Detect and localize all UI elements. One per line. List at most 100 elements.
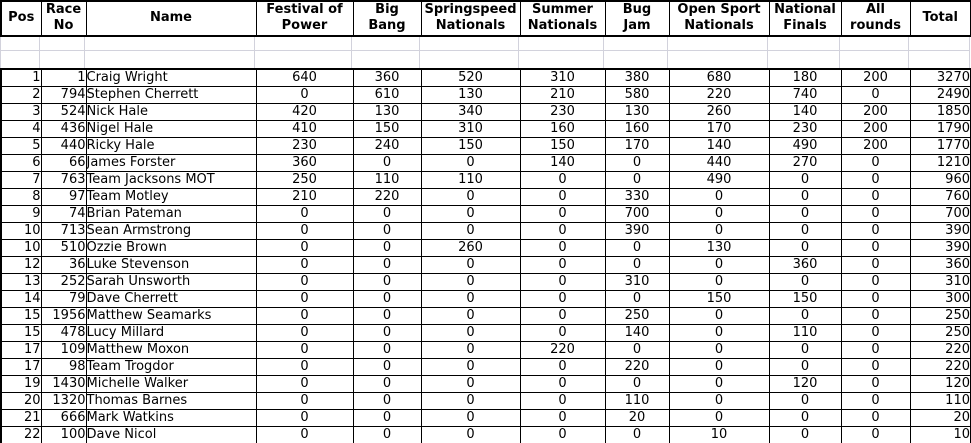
cell-bug_jam[interactable]: 160 (604, 119, 670, 138)
cell-all_rounds[interactable]: 0 (840, 153, 911, 172)
cell-race_no[interactable]: 79 (40, 289, 87, 308)
cell-race_no[interactable]: 66 (40, 153, 87, 172)
empty-cell[interactable] (352, 50, 420, 68)
cell-total[interactable]: 700 (909, 204, 971, 223)
cell-race_no[interactable]: 36 (40, 255, 87, 274)
cell-race_no[interactable]: 97 (40, 187, 87, 206)
cell-total[interactable]: 110 (909, 391, 971, 410)
cell-summer_nationals[interactable]: 0 (519, 187, 606, 206)
cell-pos[interactable]: 20 (0, 391, 42, 410)
empty-cell[interactable] (255, 50, 352, 68)
cell-bug_jam[interactable]: 220 (604, 357, 670, 376)
cell-big_bang[interactable]: 0 (352, 306, 422, 325)
cell-all_rounds[interactable]: 0 (840, 306, 911, 325)
cell-bug_jam[interactable]: 110 (604, 391, 670, 410)
cell-national_finals[interactable]: 140 (768, 102, 842, 121)
cell-springspeed_nationals[interactable]: 0 (420, 408, 521, 427)
cell-national_finals[interactable]: 150 (768, 289, 842, 308)
column-header-name[interactable]: Name (85, 0, 257, 37)
cell-springspeed_nationals[interactable]: 0 (420, 204, 521, 223)
empty-cell[interactable] (352, 36, 420, 50)
cell-race_no[interactable]: 100 (40, 425, 87, 443)
cell-summer_nationals[interactable]: 0 (519, 272, 606, 291)
cell-name[interactable]: Ricky Hale (85, 136, 257, 155)
cell-national_finals[interactable]: 0 (768, 408, 842, 427)
cell-all_rounds[interactable]: 0 (840, 204, 911, 223)
cell-race_no[interactable]: 436 (40, 119, 87, 138)
cell-open_sport_nationals[interactable]: 130 (668, 238, 770, 257)
cell-open_sport_nationals[interactable]: 260 (668, 102, 770, 121)
cell-festival_of_power[interactable]: 0 (255, 289, 354, 308)
cell-race_no[interactable]: 763 (40, 170, 87, 189)
cell-name[interactable]: Matthew Moxon (85, 340, 257, 359)
empty-cell[interactable] (0, 50, 40, 68)
cell-springspeed_nationals[interactable]: 0 (420, 425, 521, 443)
cell-festival_of_power[interactable]: 0 (255, 221, 354, 240)
cell-total[interactable]: 120 (909, 374, 971, 393)
cell-big_bang[interactable]: 0 (352, 255, 422, 274)
cell-festival_of_power[interactable]: 0 (255, 323, 354, 342)
cell-name[interactable]: James Forster (85, 153, 257, 172)
cell-pos[interactable]: 7 (0, 170, 42, 189)
cell-national_finals[interactable]: 180 (768, 68, 842, 87)
cell-springspeed_nationals[interactable]: 130 (420, 85, 521, 104)
cell-open_sport_nationals[interactable]: 0 (668, 272, 770, 291)
empty-cell[interactable] (519, 36, 604, 50)
empty-cell[interactable] (519, 50, 604, 68)
cell-bug_jam[interactable]: 140 (604, 323, 670, 342)
cell-big_bang[interactable]: 0 (352, 238, 422, 257)
cell-springspeed_nationals[interactable]: 520 (420, 68, 521, 87)
cell-all_rounds[interactable]: 0 (840, 272, 911, 291)
cell-festival_of_power[interactable]: 210 (255, 187, 354, 206)
cell-summer_nationals[interactable]: 210 (519, 85, 606, 104)
cell-national_finals[interactable]: 230 (768, 119, 842, 138)
cell-open_sport_nationals[interactable]: 150 (668, 289, 770, 308)
cell-national_finals[interactable]: 0 (768, 170, 842, 189)
cell-all_rounds[interactable]: 0 (840, 408, 911, 427)
cell-festival_of_power[interactable]: 410 (255, 119, 354, 138)
cell-name[interactable]: Nigel Hale (85, 119, 257, 138)
cell-race_no[interactable]: 1430 (40, 374, 87, 393)
empty-cell[interactable] (604, 50, 668, 68)
cell-name[interactable]: Team Motley (85, 187, 257, 206)
cell-pos[interactable]: 22 (0, 425, 42, 443)
cell-pos[interactable]: 4 (0, 119, 42, 138)
cell-race_no[interactable]: 440 (40, 136, 87, 155)
empty-cell[interactable] (85, 36, 255, 50)
cell-national_finals[interactable]: 0 (768, 187, 842, 206)
cell-festival_of_power[interactable]: 0 (255, 238, 354, 257)
cell-name[interactable]: Dave Cherrett (85, 289, 257, 308)
cell-summer_nationals[interactable]: 0 (519, 357, 606, 376)
cell-pos[interactable]: 21 (0, 408, 42, 427)
cell-bug_jam[interactable]: 0 (604, 374, 670, 393)
cell-big_bang[interactable]: 150 (352, 119, 422, 138)
cell-national_finals[interactable]: 0 (768, 357, 842, 376)
cell-all_rounds[interactable]: 0 (840, 238, 911, 257)
cell-name[interactable]: Team Trogdor (85, 357, 257, 376)
cell-total[interactable]: 250 (909, 323, 971, 342)
cell-name[interactable]: Matthew Seamarks (85, 306, 257, 325)
column-header-total[interactable]: Total (909, 0, 971, 37)
cell-all_rounds[interactable]: 200 (840, 102, 911, 121)
column-header-race-no[interactable]: Race No (40, 0, 87, 37)
cell-race_no[interactable]: 74 (40, 204, 87, 223)
cell-total[interactable]: 10 (909, 425, 971, 443)
cell-springspeed_nationals[interactable]: 340 (420, 102, 521, 121)
cell-big_bang[interactable]: 0 (352, 357, 422, 376)
cell-big_bang[interactable]: 0 (352, 272, 422, 291)
cell-festival_of_power[interactable]: 0 (255, 272, 354, 291)
cell-big_bang[interactable]: 0 (352, 391, 422, 410)
cell-all_rounds[interactable]: 0 (840, 425, 911, 443)
cell-total[interactable]: 250 (909, 306, 971, 325)
cell-national_finals[interactable]: 0 (768, 306, 842, 325)
cell-name[interactable]: Mark Watkins (85, 408, 257, 427)
cell-festival_of_power[interactable]: 0 (255, 391, 354, 410)
cell-race_no[interactable]: 1320 (40, 391, 87, 410)
cell-national_finals[interactable]: 490 (768, 136, 842, 155)
cell-summer_nationals[interactable]: 0 (519, 238, 606, 257)
cell-pos[interactable]: 9 (0, 204, 42, 223)
cell-festival_of_power[interactable]: 0 (255, 357, 354, 376)
cell-big_bang[interactable]: 110 (352, 170, 422, 189)
cell-summer_nationals[interactable]: 0 (519, 425, 606, 443)
cell-festival_of_power[interactable]: 0 (255, 255, 354, 274)
